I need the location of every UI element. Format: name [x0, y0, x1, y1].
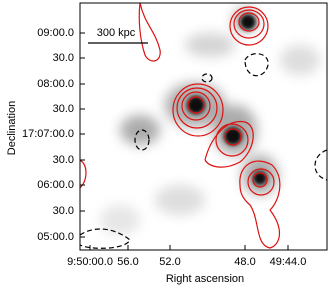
image: [80, 3, 327, 250]
x-tick-label: 9:50:00.0: [67, 256, 113, 268]
y-tick-label: 09:00.0: [37, 27, 74, 39]
y-tick-label: 30.0: [53, 52, 74, 64]
scale-label: 300 kpc: [97, 27, 136, 39]
x-tick-label: 56.0: [117, 256, 138, 268]
y-tick-label: 30.0: [53, 103, 74, 115]
x-axis-label: Right ascension: [166, 273, 244, 285]
ticks: [80, 32, 289, 250]
y-axis-label: Declination: [6, 101, 18, 155]
y-tick-label: 06:00.0: [37, 179, 74, 191]
y-tick-label: 30.0: [53, 154, 74, 166]
y-tick-label: 08:00.0: [37, 78, 74, 90]
y-tick-label: 17:07:00.0: [22, 128, 74, 140]
x-tick-label: 48.0: [234, 256, 255, 268]
x-tick-label: 49:44.0: [270, 256, 307, 268]
plot-frame: [79, 2, 328, 251]
y-tick-label: 05:00.0: [37, 231, 74, 243]
x-tick-label: 52.0: [159, 256, 180, 268]
y-tick-label: 30.0: [53, 205, 74, 217]
